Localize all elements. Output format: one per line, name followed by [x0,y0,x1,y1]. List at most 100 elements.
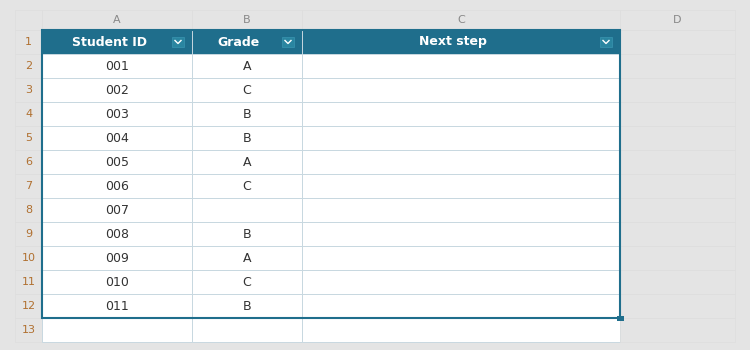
Text: 004: 004 [105,132,129,145]
Bar [192,126,302,150]
Bar [302,318,620,342]
Bar [15,102,42,126]
Bar [620,150,735,174]
Text: 3: 3 [25,85,32,95]
Text: 2: 2 [25,61,32,71]
Bar [302,54,620,78]
Text: C: C [243,275,251,288]
Bar [15,222,42,246]
Text: 005: 005 [105,155,129,168]
FancyBboxPatch shape [600,37,612,47]
Text: B: B [243,15,250,25]
Text: B: B [243,300,251,313]
Bar [620,10,735,30]
Bar [42,174,192,198]
Bar [42,318,192,342]
Bar [42,246,192,270]
Bar [15,246,42,270]
Bar [42,102,192,126]
Bar [42,222,192,246]
Bar [192,294,302,318]
Text: B: B [243,107,251,120]
Bar [15,10,42,30]
Bar [192,318,302,342]
Text: A: A [243,252,251,265]
Bar [192,78,302,102]
Bar [15,78,42,102]
Bar [616,315,623,321]
Text: 6: 6 [25,157,32,167]
Bar [302,102,620,126]
FancyBboxPatch shape [282,37,294,47]
Bar [620,126,735,150]
Text: 009: 009 [105,252,129,265]
Text: 002: 002 [105,84,129,97]
FancyBboxPatch shape [172,37,184,47]
Bar [15,30,42,54]
Bar [15,294,42,318]
Text: 011: 011 [105,300,129,313]
Bar [192,198,302,222]
Text: D: D [674,15,682,25]
Text: 003: 003 [105,107,129,120]
Text: 7: 7 [25,181,32,191]
Bar [620,222,735,246]
Text: 13: 13 [22,325,35,335]
Text: A: A [243,155,251,168]
Text: A: A [113,15,121,25]
Bar [42,78,192,102]
Bar [620,102,735,126]
Bar [192,222,302,246]
Bar [42,198,192,222]
Bar [302,10,620,30]
Bar [620,270,735,294]
Text: 006: 006 [105,180,129,193]
Bar [15,318,42,342]
Text: 008: 008 [105,228,129,240]
Text: B: B [243,132,251,145]
Bar [620,54,735,78]
Text: C: C [457,15,465,25]
Bar [42,150,192,174]
Bar [192,246,302,270]
Text: 001: 001 [105,60,129,72]
Bar [42,30,620,54]
Bar [192,270,302,294]
Text: Student ID: Student ID [71,35,146,49]
Bar [620,318,735,342]
Bar [15,150,42,174]
Text: A: A [243,60,251,72]
Bar [192,102,302,126]
Bar [302,294,620,318]
Bar [620,294,735,318]
Text: 11: 11 [22,277,35,287]
Text: 10: 10 [22,253,35,263]
Bar [620,198,735,222]
Bar [192,10,302,30]
Bar [15,270,42,294]
Bar [302,126,620,150]
Bar [15,174,42,198]
Bar [302,174,620,198]
Bar [15,54,42,78]
Bar [302,78,620,102]
Bar [42,30,620,318]
Bar [42,54,192,78]
Bar [620,78,735,102]
Text: 9: 9 [25,229,32,239]
Bar [302,150,620,174]
Text: Next step: Next step [419,35,487,49]
Text: 010: 010 [105,275,129,288]
Bar [42,10,192,30]
Text: B: B [243,228,251,240]
Text: 007: 007 [105,203,129,217]
Text: C: C [243,84,251,97]
Bar [302,198,620,222]
Bar [42,126,192,150]
Text: 5: 5 [25,133,32,143]
Text: 8: 8 [25,205,32,215]
Text: 1: 1 [25,37,32,47]
Bar [15,126,42,150]
Text: C: C [243,180,251,193]
Bar [42,294,192,318]
